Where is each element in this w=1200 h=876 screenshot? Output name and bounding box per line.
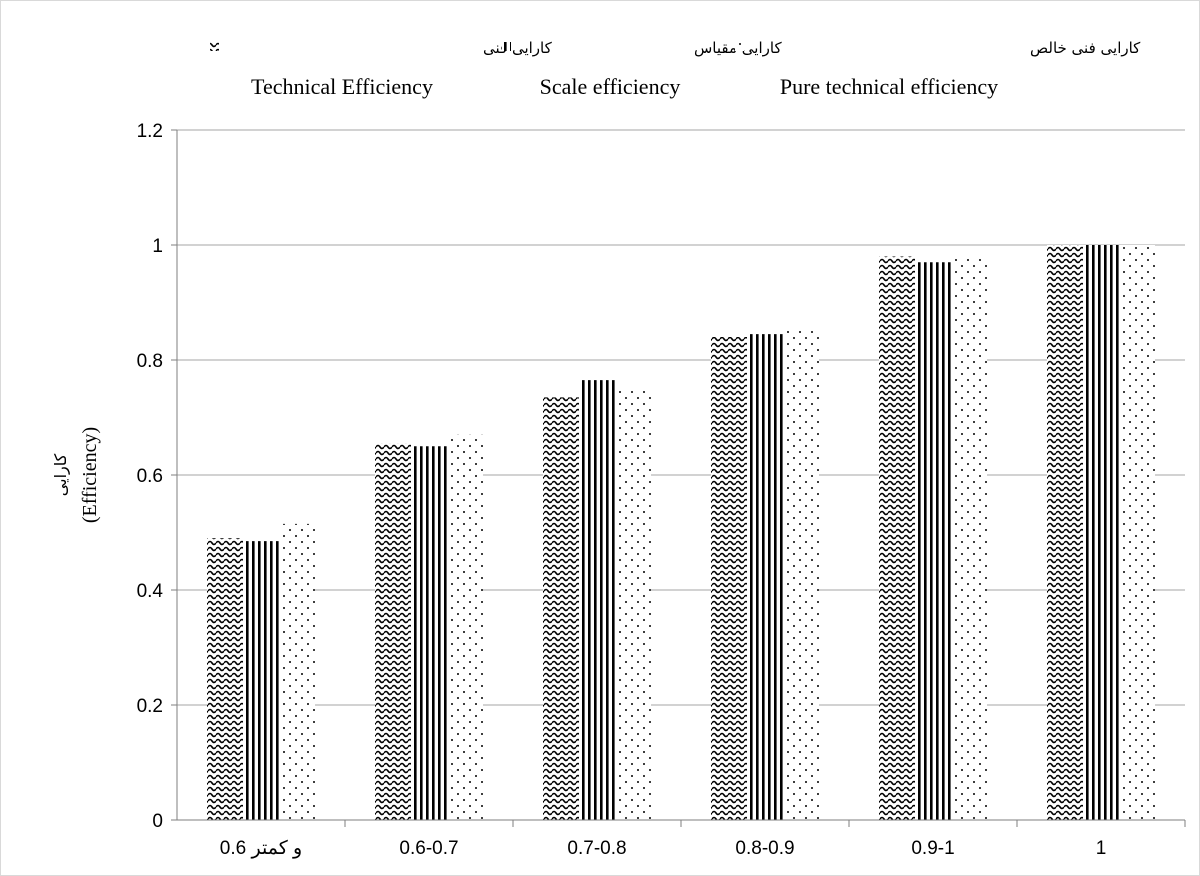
y-tick-label: 1 <box>152 236 163 257</box>
legend-swatch-wave <box>210 42 219 51</box>
bar-dots <box>951 256 987 820</box>
bar-wave <box>1047 245 1083 820</box>
bar-vertical-lines <box>411 446 447 820</box>
legend-label-en: Pure technical efficiency <box>780 74 998 99</box>
bars <box>207 245 1155 820</box>
bar-vertical-lines <box>579 380 615 820</box>
bar-wave <box>207 538 243 820</box>
bar-wave <box>543 397 579 820</box>
y-tick-label: 0.2 <box>137 696 163 717</box>
x-tick-label: 0.6-0.7 <box>399 838 458 859</box>
y-axis-title-en: (Efficiency) <box>79 427 101 523</box>
x-tick-label: 0.9-1 <box>911 838 954 859</box>
x-tick-label: 1 <box>1096 838 1107 859</box>
bar-wave <box>879 256 915 820</box>
x-tick-label: 0.7-0.8 <box>567 838 626 859</box>
legend-label-en: Scale efficiency <box>540 74 681 99</box>
y-axis-title: کارایی (Efficiency) <box>51 427 101 523</box>
bar-dots <box>279 523 315 820</box>
bar-vertical-lines <box>1083 245 1119 820</box>
bar-vertical-lines <box>915 262 951 820</box>
x-tick-label: 0.8-0.9 <box>735 838 794 859</box>
bar-dots <box>615 388 651 820</box>
legend-label-fa: کارایی فنی <box>483 39 553 57</box>
bar-wave <box>375 443 411 820</box>
bar-vertical-lines <box>747 334 783 820</box>
legend-label-en: Technical Efficiency <box>251 74 433 99</box>
y-tick-label: 0.4 <box>137 581 164 602</box>
y-tick-label: 0.6 <box>137 466 163 487</box>
y-axis-title-fa: کارایی <box>51 453 71 496</box>
bar-dots <box>1119 245 1155 820</box>
y-tick-label: 1.2 <box>137 121 163 142</box>
legend-label-fa: کارایی فنی خالص <box>1030 39 1141 57</box>
bar-wave <box>711 337 747 820</box>
y-tick-label: 0.8 <box>137 351 163 372</box>
legend-swatch-dots <box>735 42 744 51</box>
y-tick-label: 0 <box>152 811 163 832</box>
y-axis-title-group: کارایی (Efficiency) <box>51 427 101 523</box>
axes: 0 0.2 0.4 0.6 0.8 1 1.2 0.6 و کمتر 0.6-0.7 0.7-0.… <box>137 121 1186 859</box>
legend-swatch-vertical-lines <box>502 42 511 51</box>
gridlines <box>177 129 1185 706</box>
bar-vertical-lines <box>243 541 279 820</box>
x-tick-label: 0.6 و کمتر <box>220 838 302 859</box>
bar-dots <box>783 328 819 820</box>
bar-dots <box>447 434 483 820</box>
